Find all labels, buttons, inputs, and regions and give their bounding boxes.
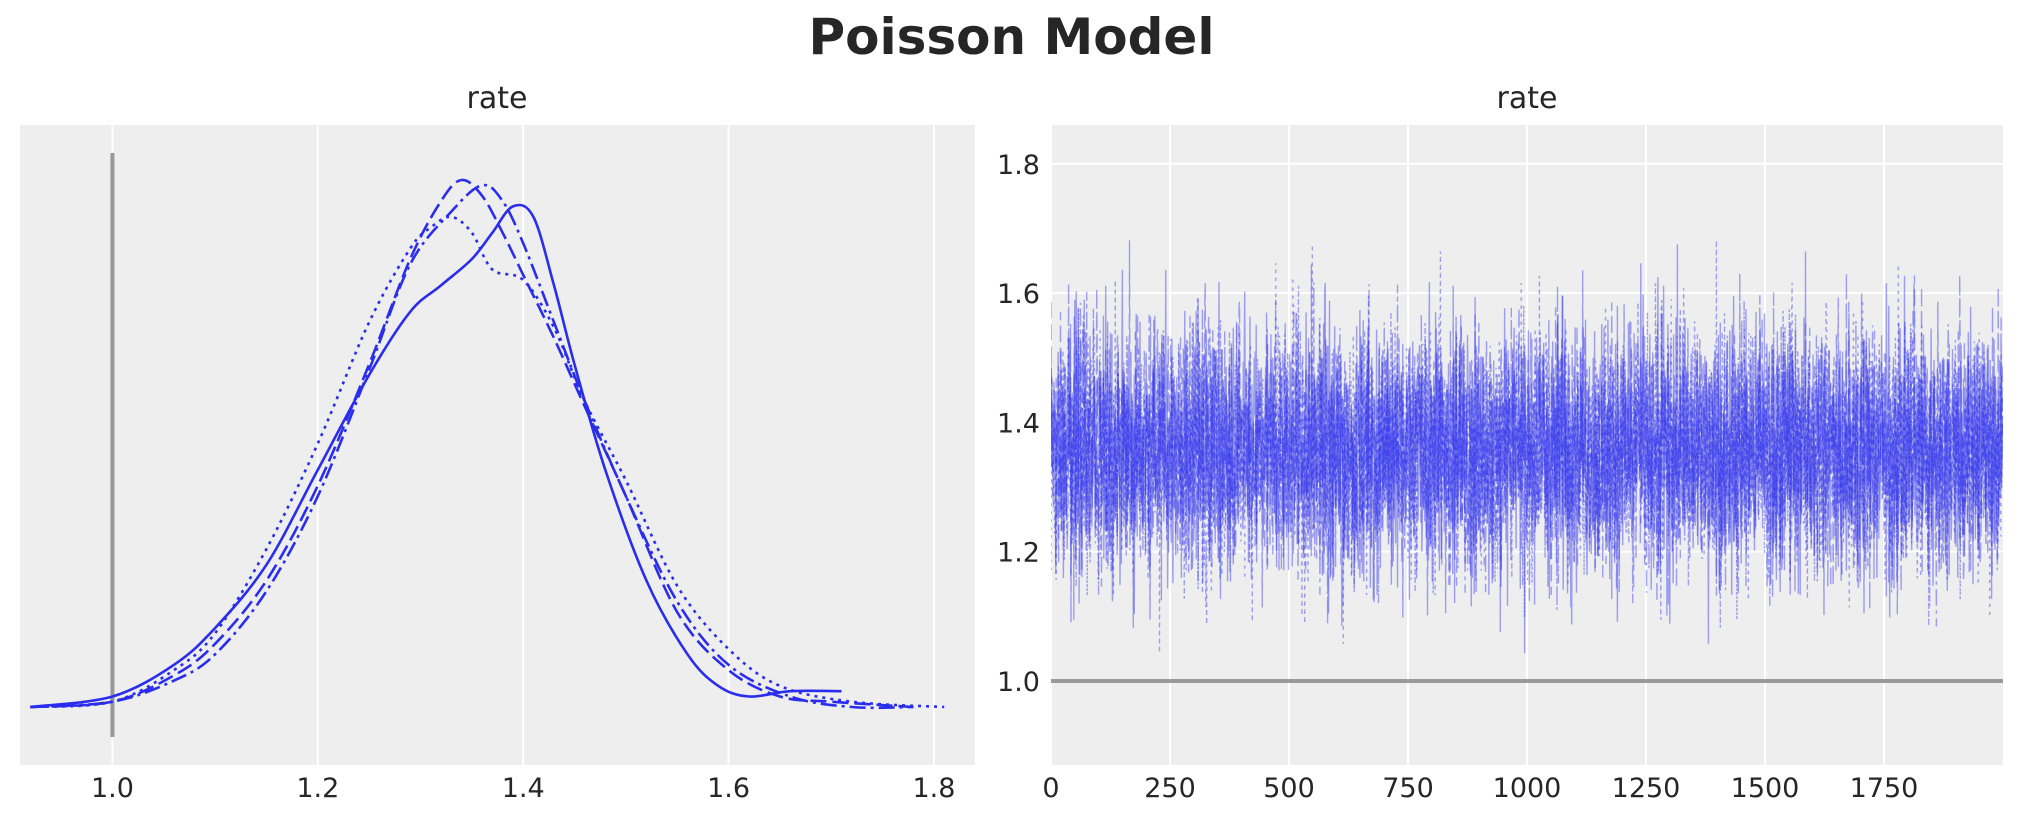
trace-chain-line bbox=[1051, 240, 2003, 632]
trace-x-tick-label: 1750 bbox=[1850, 773, 1919, 804]
trace-x-tick-label: 250 bbox=[1144, 773, 1196, 804]
kde-series-line bbox=[30, 178, 914, 709]
trace-y-tick-label: 1.8 bbox=[997, 150, 1040, 181]
trace-y-tick-label: 1.2 bbox=[997, 538, 1040, 569]
kde-x-tick-label: 1.0 bbox=[91, 773, 134, 804]
trace-chain-line bbox=[1051, 272, 2003, 627]
trace-y-tick-label: 1.0 bbox=[997, 667, 1040, 698]
trace-x-tick-label: 750 bbox=[1382, 773, 1434, 804]
figure-title: Poisson Model bbox=[808, 8, 1215, 66]
kde-plot-area bbox=[20, 125, 975, 765]
trace-chain-line bbox=[1051, 240, 2003, 654]
trace-gridlines bbox=[1050, 125, 2003, 765]
kde-x-tick-label: 1.6 bbox=[707, 773, 750, 804]
kde-panel-title: rate bbox=[467, 81, 528, 116]
kde-panel: 1.0 1.2 1.4 1.6 1.8 rate bbox=[20, 81, 975, 804]
kde-x-tick-label: 1.2 bbox=[296, 773, 339, 804]
trace-series-group bbox=[1051, 240, 2003, 654]
trace-panel: 0 250 500 750 1000 1250 1500 1750 1.01.21.41.61… bbox=[997, 81, 2003, 804]
trace-x-tick-label: 1250 bbox=[1612, 773, 1681, 804]
trace-x-tick-labels: 0 250 500 750 1000 1250 1500 1750 bbox=[1042, 773, 1918, 804]
trace-x-tick-label: 0 bbox=[1042, 773, 1059, 804]
trace-x-tick-label: 1500 bbox=[1731, 773, 1800, 804]
kde-series-line bbox=[30, 215, 945, 709]
trace-y-tick-labels: 1.0 1.2 1.4 1.6 1.8 bbox=[997, 150, 1040, 698]
trace-chain-line bbox=[1051, 244, 2003, 654]
kde-x-tick-label: 1.8 bbox=[912, 773, 955, 804]
kde-series-line bbox=[30, 183, 914, 710]
kde-series-group bbox=[30, 178, 945, 710]
kde-series-line bbox=[30, 203, 842, 709]
kde-x-tick-labels: 1.0 1.2 1.4 1.6 1.8 bbox=[91, 773, 955, 804]
trace-y-tick-label: 1.6 bbox=[997, 279, 1040, 310]
trace-panel-title: rate bbox=[1497, 81, 1558, 116]
kde-x-tick-label: 1.4 bbox=[502, 773, 545, 804]
trace-y-tick-label: 1.4 bbox=[997, 408, 1040, 439]
trace-x-tick-label: 500 bbox=[1263, 773, 1315, 804]
trace-x-tick-label: 1000 bbox=[1493, 773, 1562, 804]
